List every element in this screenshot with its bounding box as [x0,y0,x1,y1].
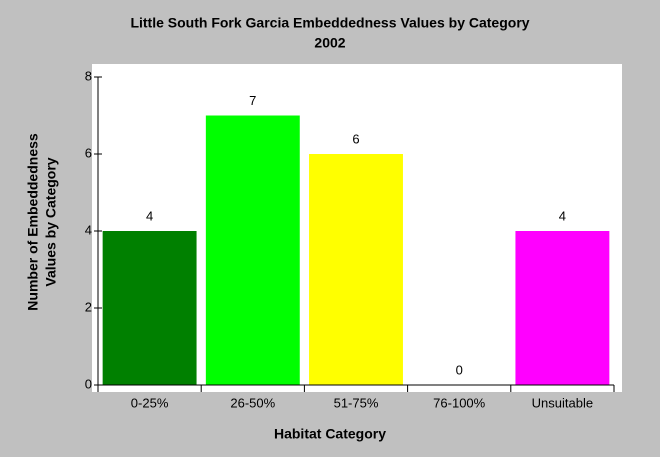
bar [205,115,300,385]
y-axis-label: Number of Embeddedness Values by Categor… [25,133,59,311]
y-tick-label: 2 [85,299,92,314]
data-label: 6 [352,131,359,146]
y-tick-label: 0 [85,376,92,391]
bar [309,154,403,385]
x-axis-label: Habitat Category [274,426,386,442]
y-axis-label-line: Values by Category [43,157,59,286]
y-axis-label-line: Number of Embeddedness [25,133,41,311]
y-tick-label: 4 [85,222,92,237]
chart-title: Little South Fork Garcia Embeddedness Va… [130,15,529,31]
bar [102,231,197,385]
bar [515,231,610,385]
chart-subtitle: 2002 [314,35,345,51]
data-label: 0 [456,362,463,377]
data-label: 4 [146,208,153,223]
x-tick-label: 51-75% [334,395,379,410]
y-tick-label: 6 [85,145,92,160]
x-tick-label: 0-25% [131,395,169,410]
x-tick-label: Unsuitable [532,395,593,410]
x-tick-label: 26-50% [230,395,275,410]
y-tick-label: 8 [85,68,92,83]
data-label: 4 [559,208,566,223]
data-label: 7 [249,93,256,108]
x-tick-label: 76-100% [433,395,485,410]
